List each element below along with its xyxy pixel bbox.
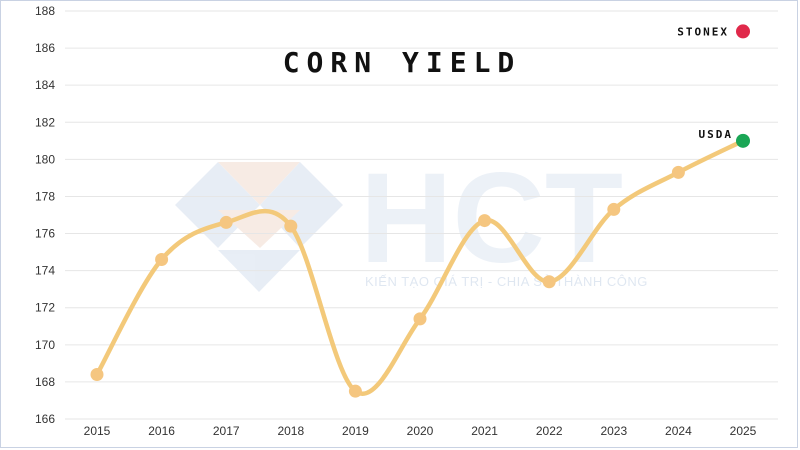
watermark-diamond-center <box>218 162 300 205</box>
y-tick-label: 166 <box>35 412 55 426</box>
x-tick-label: 2025 <box>730 424 757 438</box>
x-tick-label: 2015 <box>84 424 111 438</box>
hct-watermark: HCT KIẾN TẠO GIÁ TRỊ - CHIA SẺ THÀNH CÔN… <box>175 147 648 292</box>
data-point <box>284 219 298 233</box>
data-point <box>542 275 556 289</box>
y-tick-label: 180 <box>35 152 55 166</box>
annotation-label: USDA <box>699 128 734 141</box>
y-tick-label: 168 <box>35 375 55 389</box>
y-tick-label: 172 <box>35 301 55 315</box>
x-tick-label: 2022 <box>536 424 563 438</box>
annotation-point <box>736 24 750 39</box>
chart-title: CORN YIELD <box>283 46 522 79</box>
data-point <box>219 215 233 229</box>
y-tick-label: 184 <box>35 78 55 92</box>
x-tick-label: 2021 <box>471 424 498 438</box>
x-axis-ticks: 2015 2016 2017 2018 2019 2020 2021 2022 2023 2024… <box>84 424 757 438</box>
annotation-label: STONEX <box>677 25 729 38</box>
data-point <box>348 384 362 398</box>
y-tick-label: 176 <box>35 227 55 241</box>
grid-lines <box>65 10 778 420</box>
y-tick-label: 174 <box>35 264 55 278</box>
x-tick-label: 2018 <box>277 424 304 438</box>
x-tick-label: 2024 <box>665 424 692 438</box>
annotation-point <box>736 133 750 148</box>
data-point <box>413 312 427 326</box>
x-tick-label: 2019 <box>342 424 369 438</box>
y-tick-label: 182 <box>35 115 55 129</box>
x-tick-label: 2023 <box>600 424 627 438</box>
data-point <box>90 367 104 381</box>
y-tick-label: 170 <box>35 338 55 352</box>
watermark-logo-text: HCT <box>360 147 623 290</box>
data-point <box>478 214 492 228</box>
x-tick-label: 2020 <box>407 424 434 438</box>
y-tick-label: 178 <box>35 189 55 203</box>
y-tick-label: 186 <box>35 41 55 55</box>
y-tick-label: 188 <box>35 4 55 18</box>
x-tick-label: 2017 <box>213 424 240 438</box>
data-point <box>155 253 169 267</box>
x-tick-label: 2016 <box>148 424 175 438</box>
annotations: STONEX USDA <box>677 24 750 148</box>
y-axis-ticks: 166 168 170 172 174 176 178 180 182 184 186 188 <box>35 4 55 426</box>
series-markers <box>90 165 685 398</box>
data-point <box>607 202 621 216</box>
watermark-tagline: KIẾN TẠO GIÁ TRỊ - CHIA SẺ THÀNH CÔNG <box>365 274 648 289</box>
data-point <box>671 165 685 179</box>
